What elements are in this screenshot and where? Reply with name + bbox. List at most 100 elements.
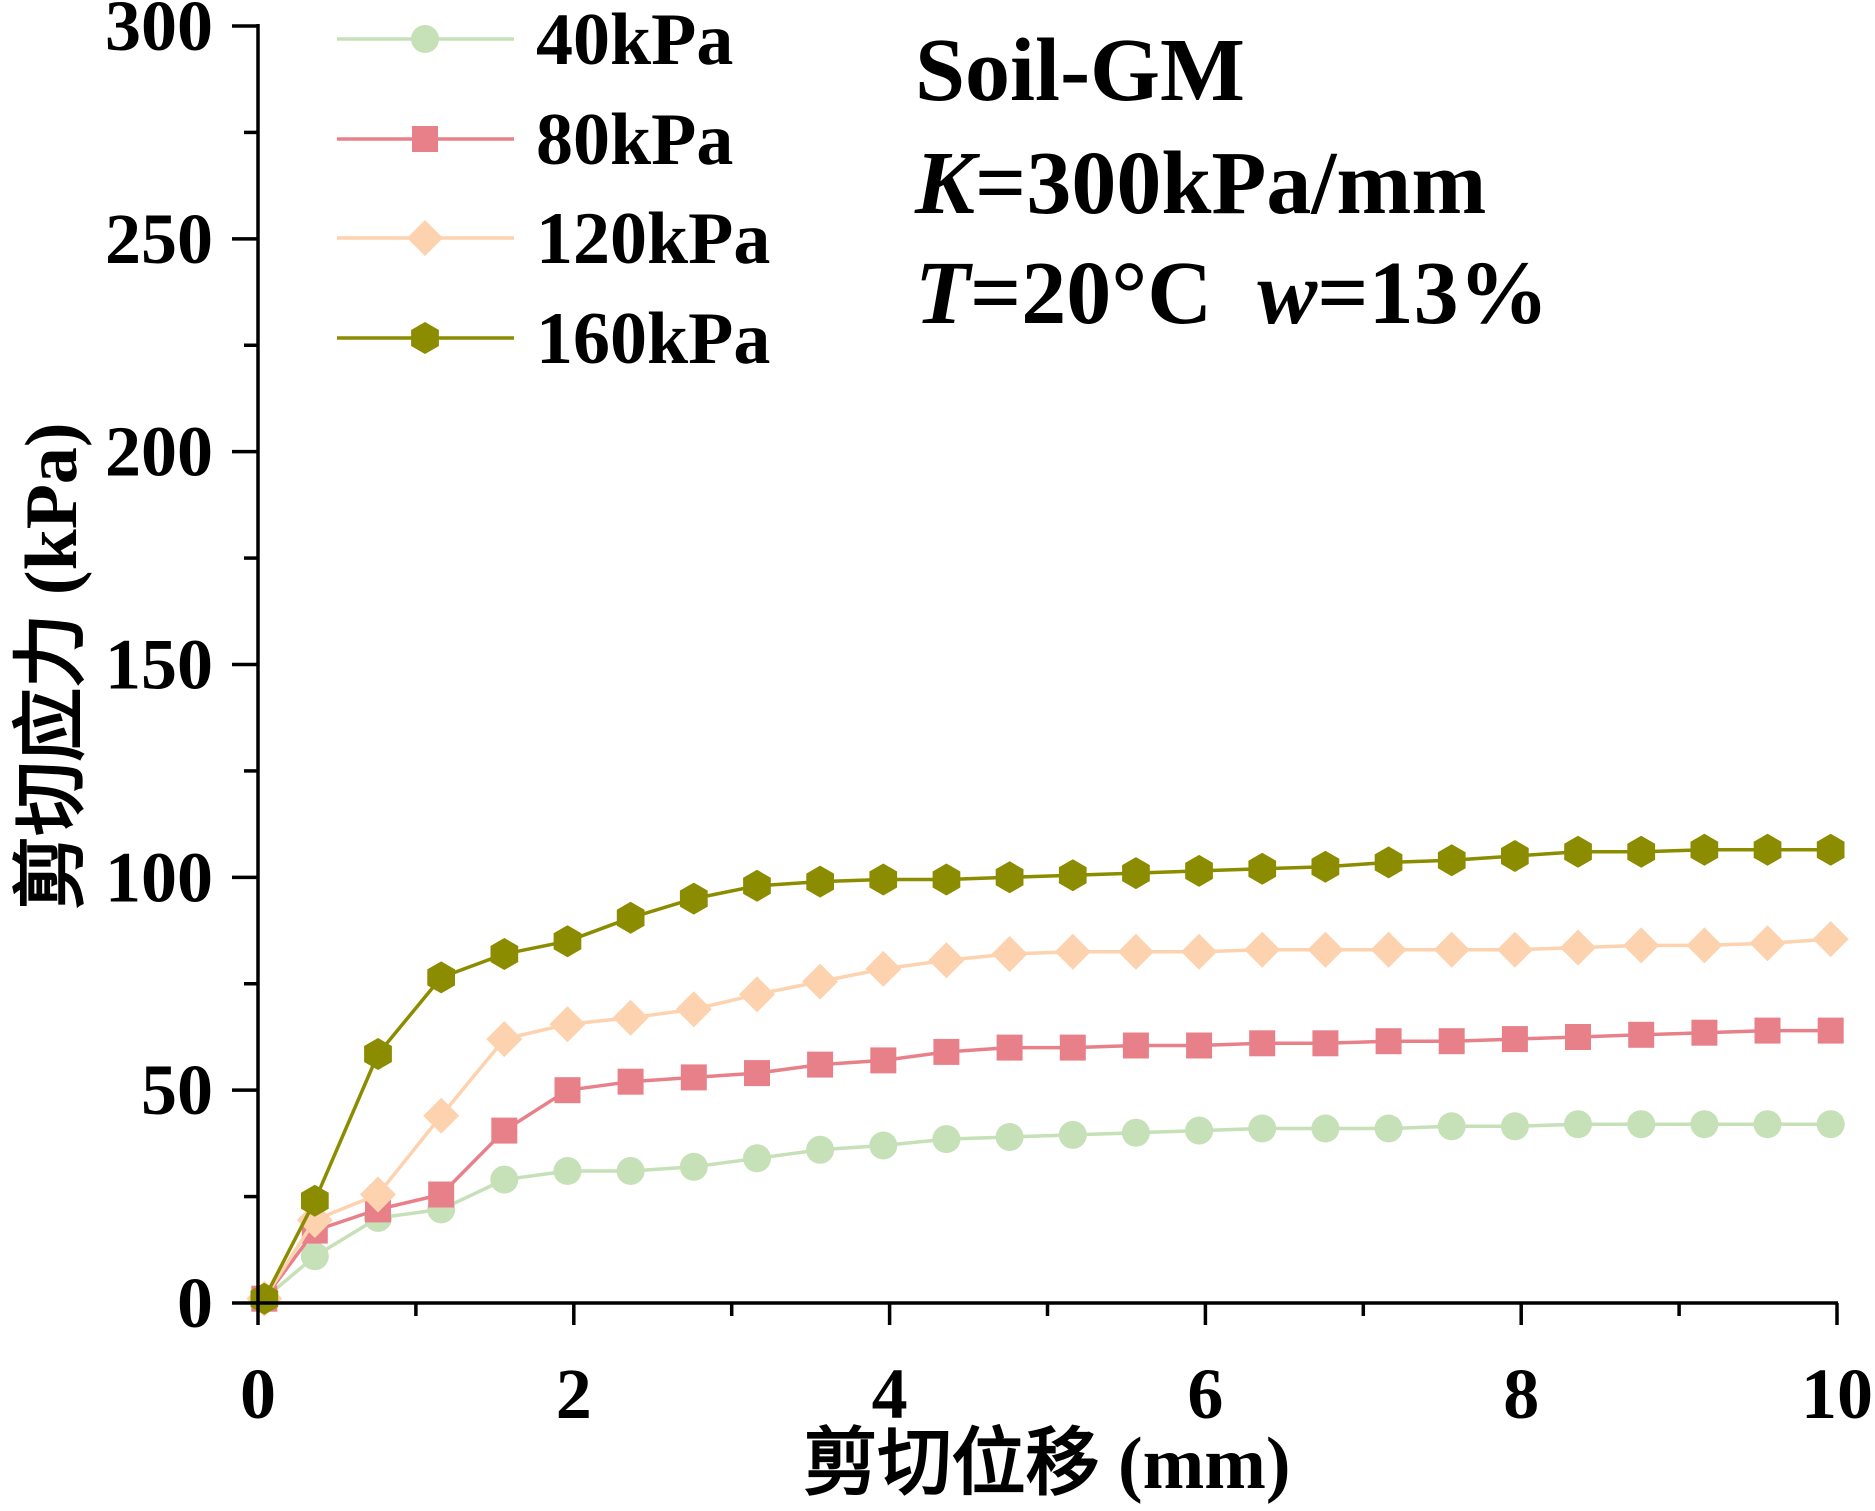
- data-point-80kpa: [1438, 1028, 1465, 1055]
- data-point-80kpa: [428, 1181, 455, 1208]
- y-tick-label: 300: [105, 0, 213, 66]
- series-120kpa: [246, 921, 1849, 1317]
- data-point-160kpa: [364, 1038, 392, 1070]
- data-point-40kpa: [1627, 1110, 1656, 1139]
- series-line-40kpa: [262, 1122, 1833, 1301]
- data-point-160kpa: [1816, 833, 1845, 866]
- legend-label-80kpa: 80kPa: [536, 99, 733, 181]
- data-point-120kpa: [1181, 933, 1218, 970]
- legend-marker-160kpa: [411, 322, 439, 354]
- data-point-120kpa: [991, 936, 1028, 972]
- legend-label-120kpa: 120kPa: [536, 198, 770, 280]
- data-point-160kpa: [427, 961, 455, 994]
- x-tick-label: 4: [872, 1354, 908, 1434]
- axis-ticks: [232, 24, 1839, 1325]
- data-point-40kpa: [300, 1242, 329, 1271]
- data-point-80kpa: [491, 1117, 518, 1144]
- annotation-material: Soil-GM: [915, 21, 1245, 120]
- x-tick-label: 0: [240, 1354, 276, 1434]
- data-point-120kpa: [612, 999, 649, 1036]
- data-point-40kpa: [1185, 1116, 1214, 1145]
- data-point-120kpa: [1749, 925, 1786, 962]
- data-point-160kpa: [490, 938, 519, 970]
- legend: 40kPa 80kPa 120kPa 160kPa: [337, 0, 770, 380]
- x-tick-label: 8: [1503, 1354, 1539, 1434]
- y-tick-label: 0: [177, 1263, 213, 1343]
- data-point-160kpa: [1122, 857, 1150, 890]
- data-point-80kpa: [1754, 1017, 1781, 1044]
- data-point-160kpa: [1564, 835, 1592, 868]
- data-point-40kpa: [1374, 1114, 1403, 1143]
- annotation-conditions: T=20°C w=13%: [915, 244, 1549, 343]
- data-point-160kpa: [1627, 835, 1656, 868]
- data-point-160kpa: [743, 869, 771, 902]
- data-point-80kpa: [1691, 1019, 1718, 1046]
- series-80kpa: [251, 1017, 1844, 1312]
- data-point-160kpa: [679, 882, 708, 915]
- data-point-160kpa: [1058, 859, 1087, 892]
- data-point-80kpa: [1059, 1034, 1086, 1061]
- annotation-block: Soil-GM K=300kPa/mm T=20°C w=13%: [914, 21, 1549, 343]
- data-point-120kpa: [423, 1097, 460, 1134]
- data-point-40kpa: [679, 1152, 708, 1181]
- plot-area: [246, 833, 1849, 1317]
- data-point-40kpa: [1816, 1110, 1845, 1139]
- y-axis-label: 剪切应力 (kPa): [11, 422, 93, 909]
- temperature-value: =20°C: [970, 244, 1257, 343]
- data-point-120kpa: [486, 1021, 523, 1058]
- legend-item-40kpa: 40kPa: [337, 0, 733, 81]
- moisture-symbol: w: [1257, 244, 1318, 343]
- data-point-120kpa: [1244, 931, 1281, 968]
- data-point-120kpa: [549, 1006, 586, 1043]
- data-point-40kpa: [1248, 1114, 1277, 1143]
- data-point-40kpa: [490, 1165, 519, 1194]
- data-point-160kpa: [1248, 852, 1277, 885]
- legend-item-160kpa: 160kPa: [337, 298, 770, 380]
- y-tick-label: 150: [105, 625, 213, 705]
- data-point-160kpa: [1185, 854, 1213, 887]
- data-point-120kpa: [675, 991, 712, 1028]
- data-point-160kpa: [932, 863, 961, 896]
- y-tick-label: 50: [141, 1050, 213, 1130]
- data-point-120kpa: [1560, 929, 1596, 966]
- data-point-120kpa: [1686, 927, 1723, 964]
- data-point-160kpa: [869, 863, 898, 896]
- x-tick-label: 6: [1187, 1354, 1223, 1434]
- data-point-80kpa: [807, 1051, 834, 1078]
- legend-label-40kpa: 40kPa: [536, 0, 733, 81]
- x-tick-label: 10: [1801, 1354, 1873, 1434]
- data-point-160kpa: [301, 1184, 329, 1217]
- data-point-120kpa: [1117, 933, 1154, 970]
- data-point-40kpa: [616, 1157, 645, 1185]
- data-point-80kpa: [680, 1064, 707, 1091]
- stiffness-value: =300kPa/mm: [975, 134, 1486, 233]
- data-point-160kpa: [1753, 833, 1782, 866]
- temperature-symbol: T: [915, 244, 973, 343]
- data-point-40kpa: [1058, 1120, 1087, 1149]
- data-point-40kpa: [743, 1144, 771, 1173]
- data-point-40kpa: [1311, 1114, 1340, 1143]
- legend-item-120kpa: 120kPa: [337, 198, 770, 280]
- series-line-80kpa: [262, 1028, 1833, 1301]
- data-point-40kpa: [995, 1123, 1024, 1151]
- data-point-160kpa: [553, 925, 582, 958]
- data-point-120kpa: [802, 963, 839, 1000]
- y-tick-label: 200: [105, 412, 213, 492]
- data-point-80kpa: [744, 1060, 770, 1087]
- data-point-120kpa: [360, 1176, 396, 1213]
- data-point-40kpa: [869, 1131, 898, 1160]
- annotation-stiffness: K=300kPa/mm: [914, 134, 1486, 233]
- data-point-160kpa: [1690, 833, 1719, 866]
- data-point-160kpa: [1374, 846, 1403, 879]
- data-point-120kpa: [1307, 931, 1344, 968]
- data-point-160kpa: [1311, 850, 1340, 883]
- data-point-80kpa: [1628, 1021, 1655, 1048]
- data-point-160kpa: [616, 901, 645, 934]
- data-point-40kpa: [1690, 1110, 1719, 1139]
- data-point-160kpa: [806, 865, 834, 898]
- data-point-160kpa: [1501, 840, 1529, 872]
- data-point-80kpa: [870, 1047, 897, 1074]
- data-point-120kpa: [1054, 933, 1091, 970]
- data-point-40kpa: [806, 1135, 835, 1164]
